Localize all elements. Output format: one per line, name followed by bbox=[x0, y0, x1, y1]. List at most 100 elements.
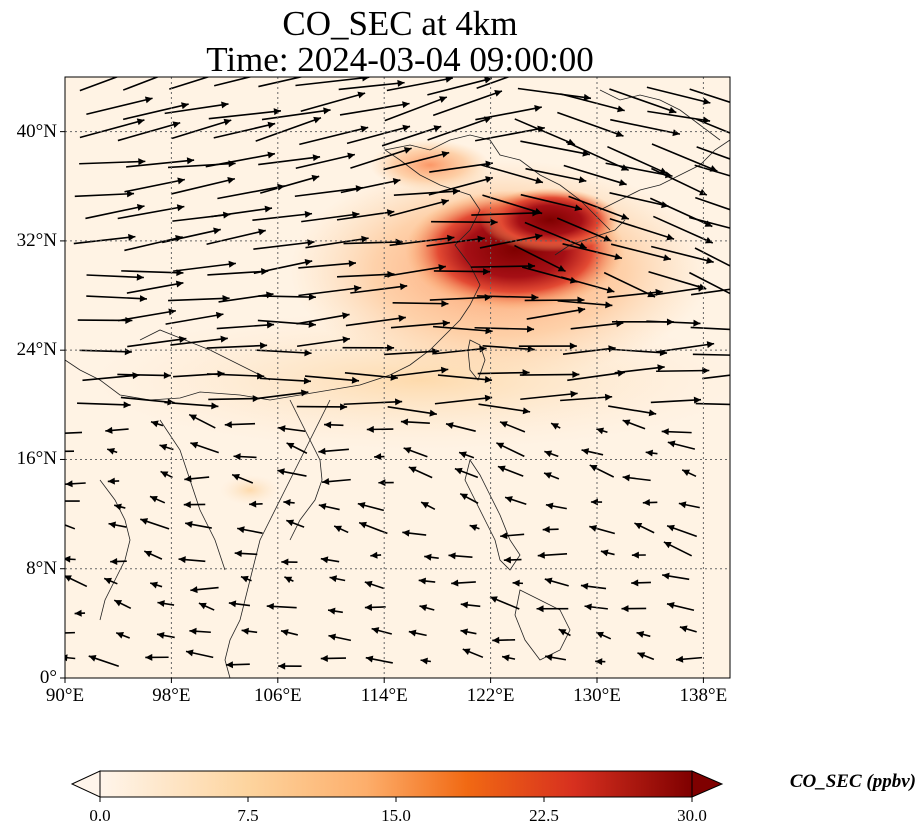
wind-arrow bbox=[560, 276, 615, 294]
wind-arrow bbox=[689, 271, 730, 295]
chart-title: CO_SEC at 4km bbox=[282, 4, 518, 43]
wind-arrow bbox=[280, 629, 299, 636]
wind-arrow bbox=[650, 396, 702, 404]
wind-arrow bbox=[524, 221, 587, 249]
colorbar bbox=[70, 770, 724, 802]
map-plot-area bbox=[60, 76, 731, 683]
wind-arrow bbox=[164, 401, 219, 410]
wind-arrow bbox=[689, 88, 730, 104]
wind-arrow bbox=[145, 653, 169, 661]
wind-arrow bbox=[499, 421, 526, 433]
wind-arrow bbox=[386, 77, 453, 92]
wind-arrow bbox=[381, 125, 442, 147]
wind-arrow bbox=[117, 371, 171, 379]
wind-arrow bbox=[420, 657, 431, 665]
wind-arrow bbox=[296, 336, 351, 348]
north-coast bbox=[599, 89, 721, 141]
wind-arrow bbox=[117, 308, 177, 322]
lon-tick-label: 90°E bbox=[45, 685, 85, 706]
colorbar-bar bbox=[99, 770, 693, 798]
wind-arrow bbox=[661, 428, 692, 436]
wind-arrow bbox=[117, 204, 185, 220]
archipelago-coast bbox=[554, 219, 626, 256]
wind-arrow bbox=[462, 648, 484, 659]
wind-arrow bbox=[115, 632, 130, 639]
wind-arrow bbox=[185, 520, 212, 529]
wind-arrow bbox=[610, 243, 672, 261]
mainland-coast bbox=[65, 134, 611, 401]
wind-arrow bbox=[695, 196, 730, 211]
wind-arrow bbox=[345, 314, 406, 327]
wind-arrow bbox=[296, 312, 350, 325]
wind-arrow bbox=[649, 197, 713, 228]
wind-arrow bbox=[305, 235, 369, 249]
wind-arrow bbox=[589, 524, 616, 535]
lon-tick-label: 114°E bbox=[360, 685, 408, 706]
wind-arrow bbox=[171, 176, 236, 195]
wind-arrow bbox=[338, 79, 405, 91]
wind-arrow bbox=[253, 258, 313, 275]
plume-spot bbox=[220, 475, 280, 505]
wind-arrow bbox=[622, 419, 646, 430]
wind-arrow bbox=[526, 306, 586, 320]
colorbar-tick-label: 15.0 bbox=[381, 806, 411, 825]
wind-arrow bbox=[74, 190, 135, 198]
wind-arrow bbox=[298, 260, 357, 269]
map-frame bbox=[64, 76, 731, 679]
wind-arrow bbox=[448, 552, 473, 560]
wind-arrow bbox=[79, 118, 145, 139]
wind-arrow bbox=[327, 607, 343, 615]
wind-arrow bbox=[520, 140, 591, 157]
wind-arrow bbox=[231, 473, 254, 484]
wind-arrow bbox=[649, 284, 706, 297]
wind-arrow bbox=[365, 655, 393, 664]
wind-arrow bbox=[445, 422, 476, 432]
wind-arrow bbox=[82, 372, 140, 382]
wind-arrow bbox=[320, 556, 340, 564]
wind-arrow bbox=[350, 147, 412, 169]
wind-arrow bbox=[651, 245, 714, 264]
wind-arrow bbox=[471, 209, 540, 217]
wind-arrow bbox=[544, 653, 567, 661]
west-coast bbox=[99, 479, 131, 621]
wind-arrow bbox=[252, 210, 313, 222]
wind-arrow bbox=[702, 374, 730, 380]
wind-arrow bbox=[479, 233, 543, 249]
wind-arrow bbox=[492, 636, 516, 644]
wind-arrow bbox=[692, 353, 730, 356]
wind-arrow bbox=[688, 216, 730, 229]
wind-arrow bbox=[460, 628, 477, 636]
wind-arrow bbox=[342, 344, 395, 352]
wind-arrow bbox=[392, 300, 449, 308]
wind-arrow bbox=[283, 499, 295, 507]
wind-arrow bbox=[426, 235, 485, 247]
wind-arrow bbox=[249, 500, 263, 508]
wind-arrow bbox=[117, 121, 181, 142]
lat-tick-label: 32°N bbox=[16, 229, 57, 251]
wind-arrow bbox=[678, 501, 700, 509]
wind-arrow bbox=[286, 519, 305, 528]
wind-arrow bbox=[114, 503, 126, 511]
wind-arrow bbox=[237, 526, 263, 534]
plume-core-east bbox=[480, 188, 620, 252]
wind-arrow bbox=[206, 342, 268, 350]
wind-arrow bbox=[427, 77, 492, 96]
wind-arrow bbox=[568, 195, 630, 220]
wind-arrow bbox=[189, 627, 211, 635]
wind-arrow bbox=[213, 121, 276, 139]
wind-arrow bbox=[663, 541, 693, 557]
wind-arrow bbox=[156, 631, 175, 639]
wind-arrow bbox=[503, 556, 522, 564]
wind-arrow bbox=[419, 604, 435, 612]
wind-arrow bbox=[454, 467, 479, 479]
wind-arrow bbox=[65, 480, 86, 488]
wind-arrow bbox=[637, 652, 655, 661]
wind-arrow bbox=[304, 375, 360, 384]
wind-arrow bbox=[65, 524, 76, 530]
islands-coast bbox=[464, 459, 521, 571]
colorbar-tick-marks bbox=[99, 797, 693, 802]
wind-arrow bbox=[384, 96, 448, 122]
wind-arrow bbox=[143, 550, 163, 560]
wind-arrow bbox=[233, 453, 257, 461]
